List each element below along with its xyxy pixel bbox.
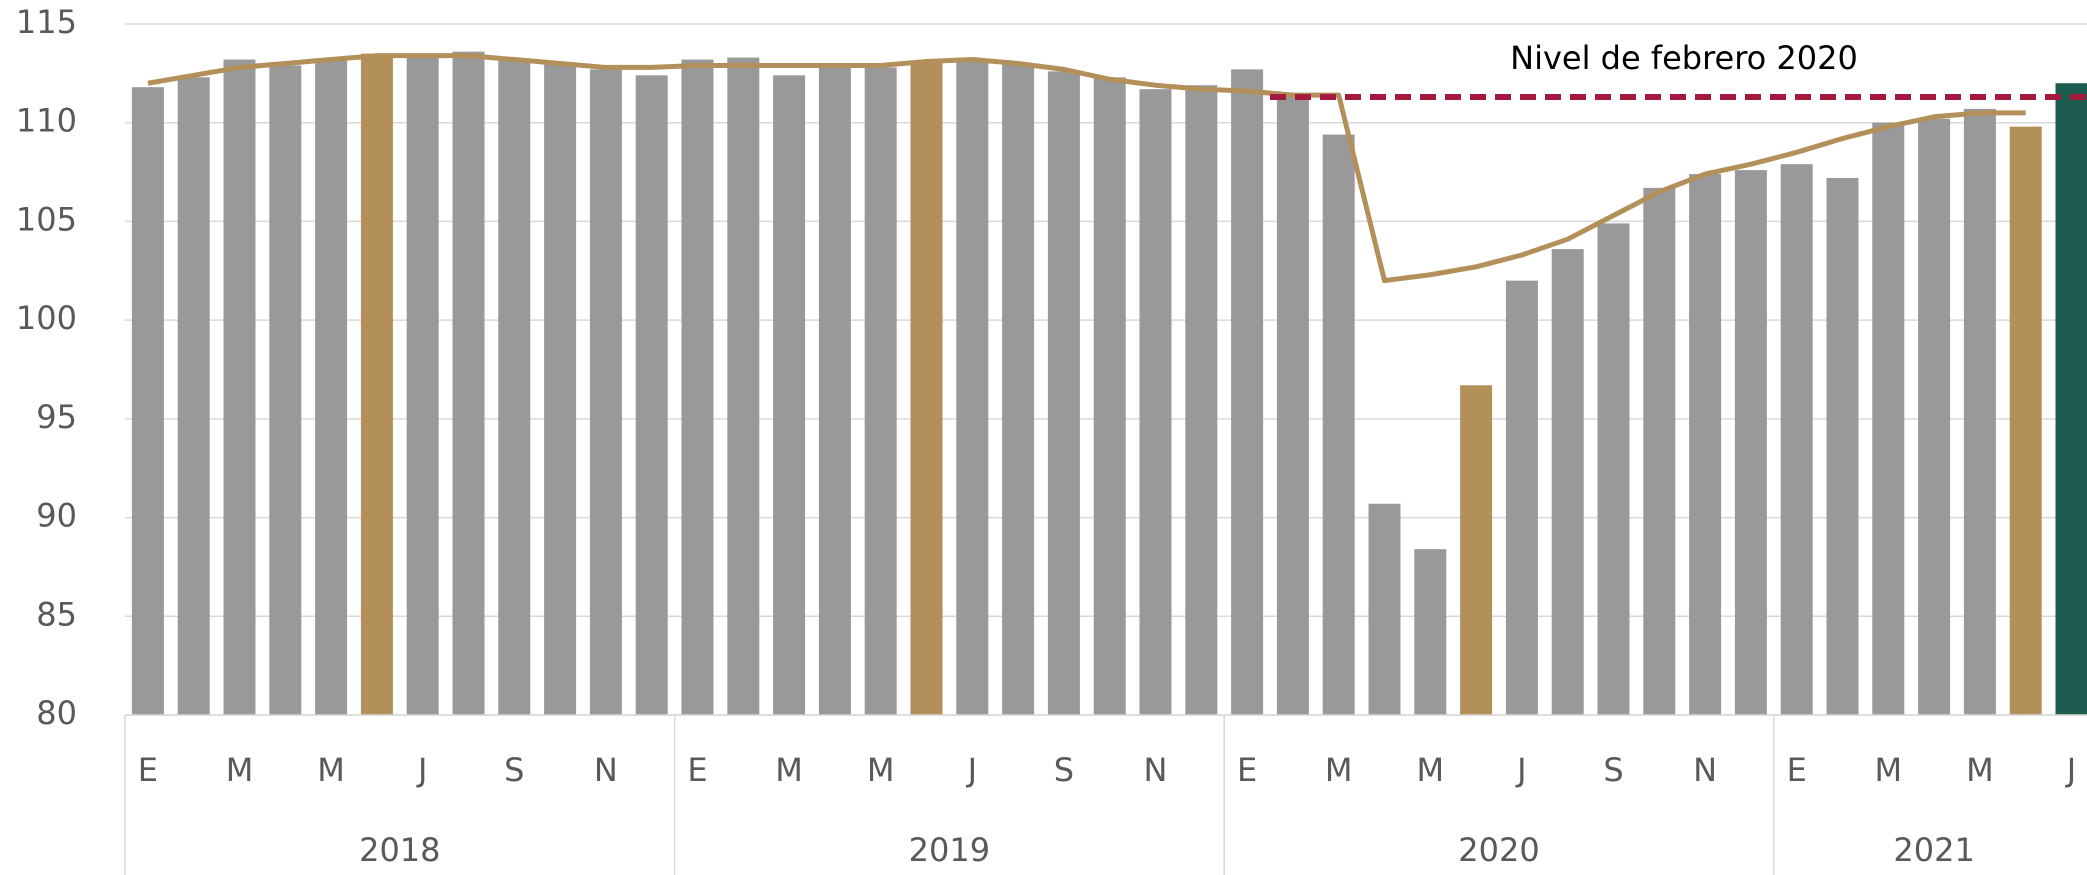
bar bbox=[223, 59, 256, 715]
bar bbox=[452, 51, 485, 715]
bar bbox=[635, 75, 668, 716]
year-label: 2019 bbox=[909, 831, 990, 869]
x-tick-label: E bbox=[687, 751, 707, 789]
bar bbox=[1047, 71, 1080, 715]
bar bbox=[1734, 170, 1767, 715]
bar bbox=[727, 57, 760, 715]
bar bbox=[269, 65, 302, 715]
y-tick-label: 90 bbox=[36, 497, 77, 535]
x-tick-label: E bbox=[1237, 751, 1257, 789]
x-tick-label: J bbox=[2065, 751, 2076, 789]
bar bbox=[1597, 223, 1630, 715]
y-tick-label: 80 bbox=[36, 694, 77, 732]
bar bbox=[1322, 134, 1355, 715]
bar bbox=[1368, 503, 1401, 715]
bar bbox=[544, 63, 577, 715]
bar bbox=[1231, 69, 1264, 715]
bar bbox=[177, 77, 210, 715]
bar bbox=[1276, 97, 1309, 715]
y-tick-label: 85 bbox=[36, 595, 77, 633]
bar bbox=[1505, 280, 1538, 715]
x-tick-label: N bbox=[594, 751, 618, 789]
bar bbox=[1918, 118, 1951, 715]
bar bbox=[910, 61, 943, 716]
x-tick-label: M bbox=[1416, 751, 1444, 789]
bar bbox=[1963, 108, 1996, 715]
x-tick-label: E bbox=[138, 751, 158, 789]
bar bbox=[1689, 174, 1722, 715]
x-tick-label: M bbox=[1874, 751, 1902, 789]
bar bbox=[1139, 89, 1172, 715]
bar bbox=[864, 67, 897, 716]
bar bbox=[589, 69, 622, 715]
x-tick-label: E bbox=[1787, 751, 1807, 789]
bar bbox=[1185, 85, 1218, 715]
x-tick-label: M bbox=[1325, 751, 1353, 789]
x-tick-label: J bbox=[966, 751, 977, 789]
x-tick-label: J bbox=[416, 751, 427, 789]
bar bbox=[360, 53, 393, 716]
x-tick-label: M bbox=[226, 751, 254, 789]
x-tick-label: M bbox=[317, 751, 345, 789]
x-tick-label: M bbox=[1966, 751, 1994, 789]
bar bbox=[1780, 164, 1813, 715]
bar bbox=[2055, 83, 2087, 715]
year-label: 2020 bbox=[1458, 831, 1539, 869]
reference-label: Nivel de febrero 2020 bbox=[1510, 39, 1858, 77]
bar bbox=[315, 59, 348, 715]
y-tick-label: 115 bbox=[16, 3, 77, 41]
bar bbox=[1872, 122, 1905, 715]
bar bbox=[773, 75, 806, 716]
x-tick-label: M bbox=[867, 751, 895, 789]
x-tick-label: S bbox=[1603, 751, 1623, 789]
y-tick-label: 100 bbox=[16, 299, 77, 337]
bar bbox=[956, 59, 989, 715]
x-tick-label: J bbox=[1515, 751, 1526, 789]
bar bbox=[1093, 77, 1126, 715]
bar bbox=[681, 59, 714, 715]
x-tick-label: N bbox=[1144, 751, 1168, 789]
bar bbox=[1002, 63, 1035, 715]
bar bbox=[498, 59, 531, 715]
trend-line bbox=[147, 53, 2026, 284]
bar bbox=[1460, 385, 1493, 715]
y-tick-label: 110 bbox=[16, 102, 77, 140]
bar bbox=[406, 55, 439, 716]
bar bbox=[818, 63, 851, 715]
x-tick-label: S bbox=[504, 751, 524, 789]
x-tick-label: N bbox=[1693, 751, 1717, 789]
y-tick-label: 95 bbox=[36, 398, 77, 436]
x-tick-label: S bbox=[1054, 751, 1074, 789]
year-label: 2021 bbox=[1893, 831, 1974, 869]
year-label: 2018 bbox=[359, 831, 440, 869]
y-tick-label: 105 bbox=[16, 200, 77, 238]
bar bbox=[1826, 177, 1859, 716]
bar bbox=[1643, 187, 1676, 715]
bar bbox=[1414, 549, 1447, 715]
bar bbox=[2009, 126, 2042, 716]
bar bbox=[131, 87, 164, 716]
bar bbox=[1551, 249, 1584, 715]
x-tick-label: M bbox=[775, 751, 803, 789]
